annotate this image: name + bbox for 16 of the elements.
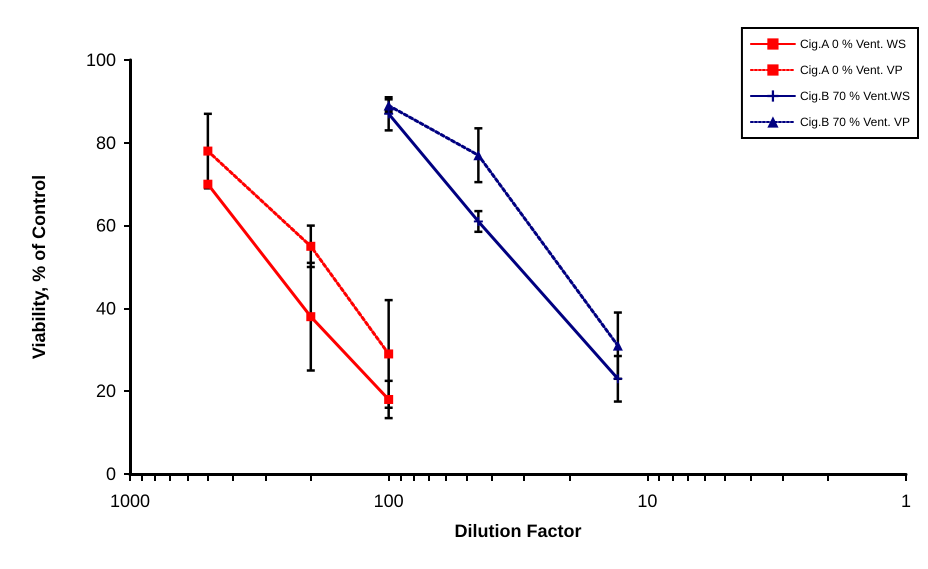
legend-label: Cig.A 0 % Vent. WS <box>800 37 906 51</box>
legend-label: Cig.B 70 % Vent.WS <box>800 89 910 103</box>
y-axis-title: Viability, % of Control <box>29 174 49 360</box>
y-tick-label: 100 <box>86 50 116 70</box>
y-tick-label: 60 <box>96 216 116 236</box>
y-tick-label: 40 <box>96 298 116 318</box>
x-tick-label: 10 <box>637 491 658 511</box>
x-tick-label: 100 <box>374 491 404 511</box>
legend-label: Cig.B 70 % Vent. VP <box>800 115 910 129</box>
y-tick-label: 0 <box>106 464 116 484</box>
x-tick-label: 1000 <box>110 491 150 511</box>
legend-label: Cig.A 0 % Vent. VP <box>800 63 903 77</box>
x-axis-title: Dilution Factor <box>454 521 582 541</box>
x-tick-label: 1 <box>900 491 912 511</box>
y-tick-label: 80 <box>96 132 116 153</box>
y-tick-label: 20 <box>96 381 116 402</box>
